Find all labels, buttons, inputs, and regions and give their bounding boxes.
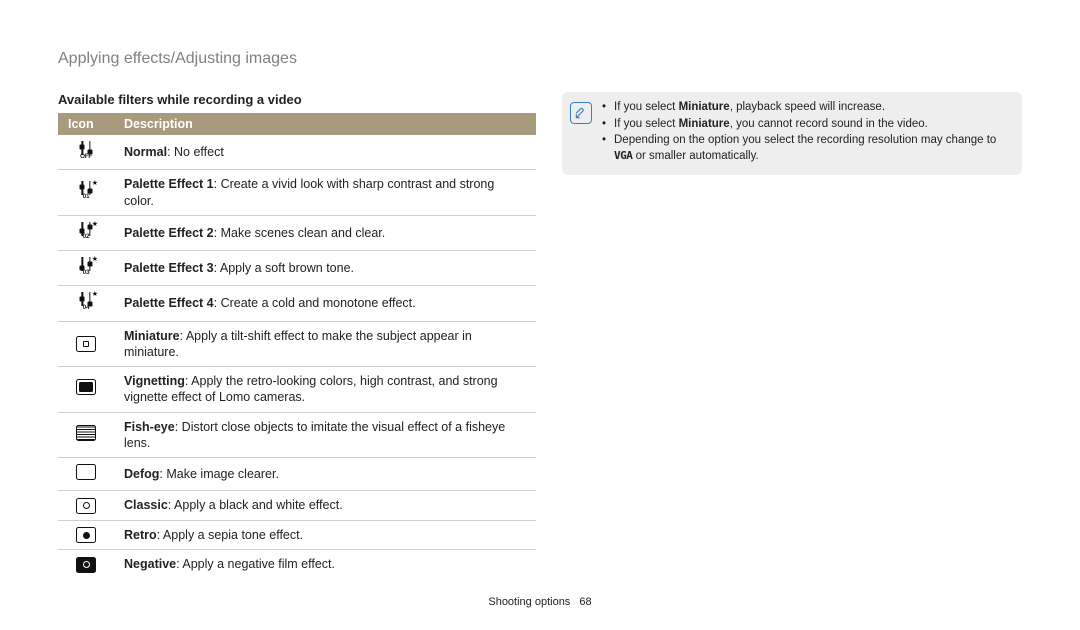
negative-icon: [76, 557, 96, 573]
filter-desc: Apply a negative film effect.: [182, 557, 335, 571]
table-row: ★03 Palette Effect 3: Apply a soft brown…: [58, 251, 536, 286]
classic-icon: [76, 498, 96, 514]
section-heading: Available filters while recording a vide…: [58, 92, 536, 107]
filter-name: Palette Effect 3: [124, 261, 214, 275]
table-row: ★04 Palette Effect 4: Create a cold and …: [58, 286, 536, 321]
note-box: If you select Miniature, playback speed …: [562, 92, 1022, 175]
footer-section: Shooting options: [488, 596, 570, 608]
table-row: Fish-eye: Distort close objects to imita…: [58, 412, 536, 458]
filter-name: Palette Effect 1: [124, 177, 214, 191]
filter-name: Palette Effect 2: [124, 226, 214, 240]
defog-icon: [76, 464, 96, 480]
note-item: Depending on the option you select the r…: [602, 133, 1010, 164]
table-row: Retro: Apply a sepia tone effect.: [58, 520, 536, 550]
table-row: OFF Normal: No effect: [58, 135, 536, 170]
filter-desc: Make image clearer.: [166, 467, 279, 481]
vignetting-icon: [76, 379, 96, 395]
table-row: ★02 Palette Effect 2: Make scenes clean …: [58, 215, 536, 250]
table-row: Vignetting: Apply the retro-looking colo…: [58, 367, 536, 413]
retro-icon: [76, 527, 96, 543]
filter-name: Negative: [124, 557, 176, 571]
filter-name: Retro: [124, 528, 157, 542]
fisheye-icon: [76, 425, 96, 441]
filter-name: Palette Effect 4: [124, 296, 214, 310]
palette4-icon: ★04: [76, 292, 96, 310]
filter-desc: Apply a black and white effect.: [174, 498, 343, 512]
page-footer: Shooting options 68: [0, 596, 1080, 608]
filter-desc: Apply a soft brown tone.: [220, 261, 354, 275]
filter-name: Normal: [124, 145, 167, 159]
filter-desc: Apply a sepia tone effect.: [163, 528, 303, 542]
note-item: If you select Miniature, you cannot reco…: [602, 117, 1010, 133]
table-row: Defog: Make image clearer.: [58, 458, 536, 491]
palette2-icon: ★02: [76, 222, 96, 240]
palette1-icon: ★01: [76, 181, 96, 199]
filter-desc: Create a cold and monotone effect.: [221, 296, 416, 310]
filter-name: Defog: [124, 467, 159, 481]
filter-desc: Distort close objects to imitate the vis…: [124, 420, 505, 450]
filters-table: Icon Description OFF: [58, 113, 536, 579]
filter-name: Vignetting: [124, 374, 185, 388]
table-row: Miniature: Apply a tilt-shift effect to …: [58, 321, 536, 367]
normal-icon: OFF: [76, 141, 96, 159]
miniature-icon: [76, 336, 96, 352]
table-row: Negative: Apply a negative film effect.: [58, 550, 536, 579]
col-header-icon: Icon: [58, 113, 114, 135]
note-icon: [570, 102, 592, 124]
filter-desc: Make scenes clean and clear.: [221, 226, 386, 240]
vga-badge: VGA: [614, 149, 632, 164]
table-row: Classic: Apply a black and white effect.: [58, 491, 536, 521]
filter-desc: No effect: [174, 145, 224, 159]
filter-name: Miniature: [124, 329, 180, 343]
filter-name: Fish-eye: [124, 420, 175, 434]
table-row: ★01 Palette Effect 1: Create a vivid loo…: [58, 170, 536, 216]
col-header-description: Description: [114, 113, 536, 135]
page-title: Applying effects/Adjusting images: [58, 50, 1022, 68]
palette3-icon: ★03: [76, 257, 96, 275]
note-item: If you select Miniature, playback speed …: [602, 100, 1010, 116]
footer-page-number: 68: [579, 596, 591, 608]
filter-name: Classic: [124, 498, 168, 512]
